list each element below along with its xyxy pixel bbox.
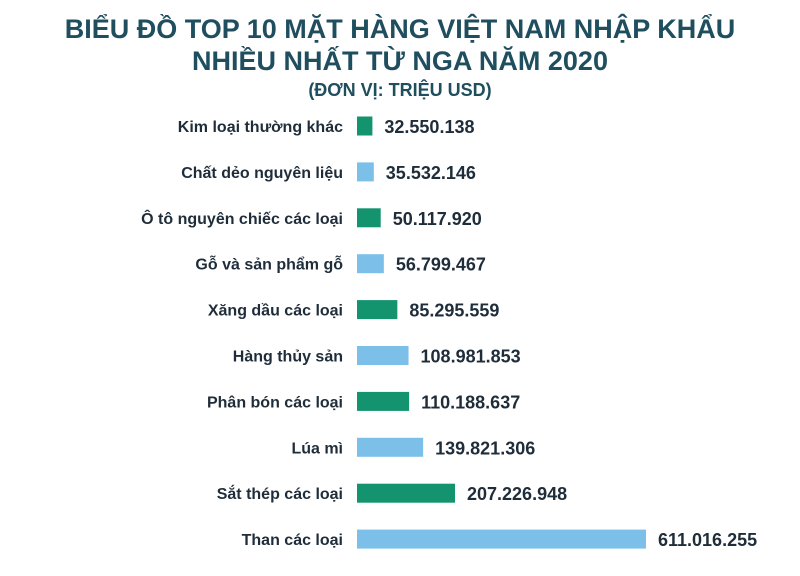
category-label: Hàng thủy sản — [233, 349, 343, 366]
chart-title-line1: BIỂU ĐỒ TOP 10 MẶT HÀNG VIỆT NAM NHẬP KH… — [64, 14, 736, 44]
value-label: 139.821.306 — [435, 438, 535, 458]
value-label: 110.188.637 — [421, 392, 520, 412]
value-label: 32.550.138 — [384, 117, 474, 137]
category-label: Gỗ và sản phẩm gỗ — [195, 255, 343, 274]
category-label: Ô tô nguyên chiếc các loại — [141, 209, 343, 228]
category-label: Xăng dầu các loại — [208, 303, 343, 320]
chart-title-line2: NHIỀU NHẤT TỪ NGA NĂM 2020 — [192, 46, 608, 76]
bar — [357, 208, 381, 228]
bar — [357, 391, 410, 411]
category-label: Phân bón các loại — [207, 394, 343, 411]
category-label: Than các loại — [242, 532, 343, 549]
value-label: 85.295.559 — [409, 301, 499, 321]
chart-subtitle: (ĐƠN VỊ: TRIỆU USD) — [308, 80, 492, 100]
bar — [357, 300, 398, 320]
bar — [357, 483, 456, 503]
bar — [357, 254, 384, 274]
bar — [357, 116, 373, 136]
category-label: Lúa mì — [291, 440, 343, 457]
category-label: Kim loại thường khác — [178, 119, 343, 136]
value-label: 50.117.920 — [393, 209, 482, 229]
value-label: 35.532.146 — [386, 163, 476, 183]
value-label: 207.226.948 — [467, 484, 567, 504]
value-label: 56.799.467 — [396, 255, 486, 275]
category-label: Chất dẻo nguyên liệu — [181, 165, 343, 182]
category-label: Sắt thép các loại — [217, 484, 343, 503]
bar — [357, 529, 646, 549]
value-label: 108.981.853 — [421, 347, 521, 367]
value-label: 611.016.255 — [658, 530, 757, 550]
bar — [357, 346, 409, 365]
bar — [357, 437, 424, 457]
bar — [357, 162, 374, 182]
